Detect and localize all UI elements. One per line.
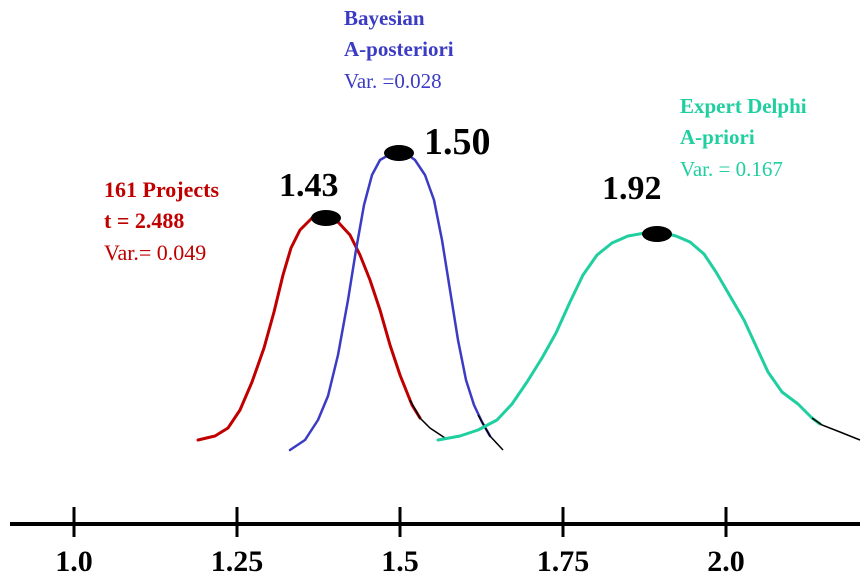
expert-curve-tail: [811, 417, 861, 441]
expert-peak-marker: [642, 226, 672, 242]
bayesian-peak-marker: [384, 145, 414, 161]
x-axis-ticks: 1.0 1.25 1.5 1.75 2.0: [55, 507, 745, 576]
x-axis-tick-label: 1.75: [537, 545, 590, 576]
bayesian-subtitle: A-posteriori: [344, 37, 454, 61]
x-axis-tick-label: 1.0: [55, 545, 93, 576]
projects-variance: Var.= 0.049: [104, 240, 206, 265]
expert-subtitle: A-priori: [680, 125, 755, 149]
x-axis-tick-label: 1.5: [381, 545, 419, 576]
x-axis-tick-label: 2.0: [707, 545, 745, 576]
projects-curve: [196, 214, 422, 442]
expert-curve: [436, 230, 822, 442]
bayesian-peak-label: 1.50: [424, 121, 491, 163]
projects-peak-marker: [311, 210, 341, 226]
projects-peak-label: 1.43: [279, 167, 339, 204]
bayesian-curve-tail: [477, 414, 504, 451]
projects-title: 161 Projects: [104, 177, 219, 202]
projects-t-value: t = 2.488: [104, 208, 184, 233]
expert-peak-label: 1.92: [602, 170, 662, 207]
expert-variance: Var. = 0.167: [680, 157, 783, 181]
x-axis-tick-label: 1.25: [211, 545, 264, 576]
expert-title: Expert Delphi: [680, 94, 807, 118]
projects-curve-tail: [409, 399, 446, 439]
bayesian-variance: Var. =0.028: [344, 69, 442, 93]
bayesian-title: Bayesian: [344, 6, 425, 30]
